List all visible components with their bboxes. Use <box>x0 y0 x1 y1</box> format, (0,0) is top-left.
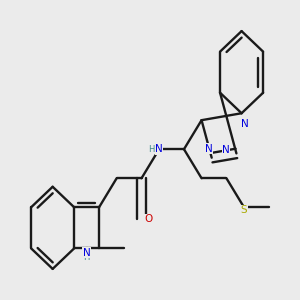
Text: H: H <box>148 145 155 154</box>
Text: N: N <box>222 146 230 155</box>
Text: N: N <box>83 248 91 258</box>
Text: N: N <box>205 144 213 154</box>
Text: N: N <box>155 144 163 154</box>
Text: N: N <box>241 118 248 129</box>
Text: S: S <box>241 205 247 215</box>
Text: H: H <box>83 253 90 262</box>
Text: O: O <box>145 214 153 224</box>
